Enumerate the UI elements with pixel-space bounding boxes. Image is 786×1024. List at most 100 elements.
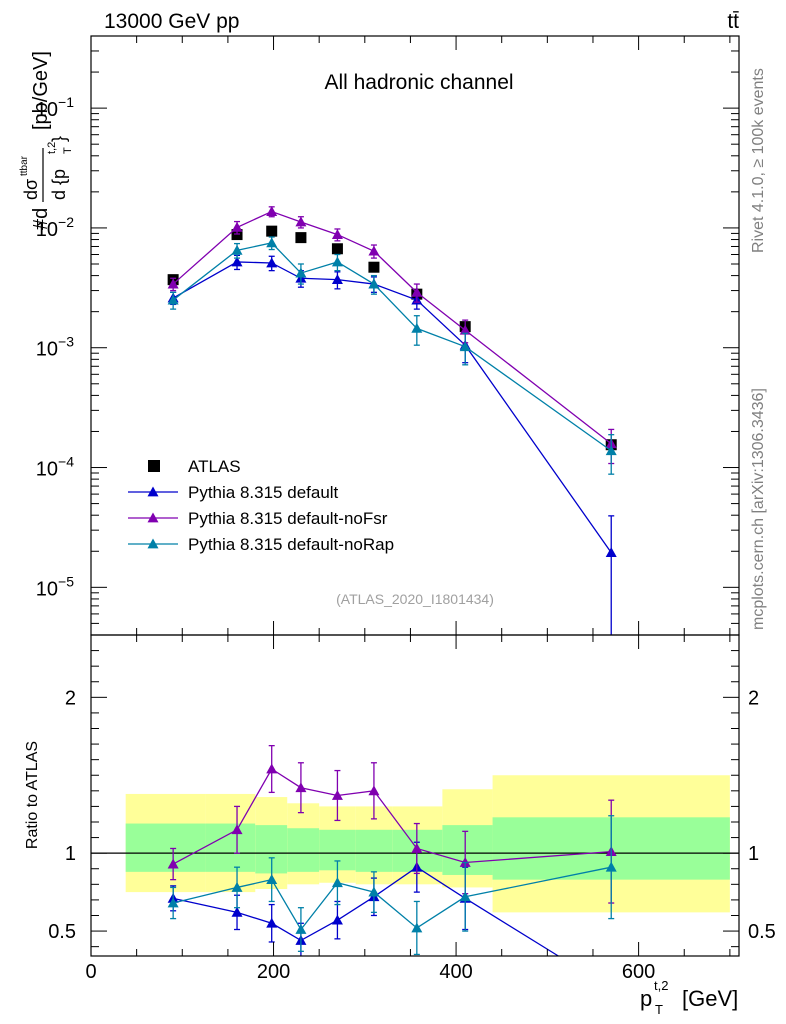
- svg-text:#d: #d: [30, 208, 52, 230]
- series-noRap: [167, 236, 617, 475]
- data-point-noFsr: [231, 221, 243, 232]
- series-data: [167, 225, 617, 451]
- data-point-noRap: [295, 267, 307, 278]
- x-axis-label-main: p: [640, 986, 652, 1011]
- x-tick-label: 0: [85, 961, 96, 983]
- svg-text:ttbar: ttbar: [19, 155, 30, 176]
- series-line-noRap: [172, 242, 612, 452]
- band-inner: [205, 823, 256, 872]
- x-axis-label-sub: T: [655, 1002, 663, 1017]
- svg-text:[pb/GeV]: [pb/GeV]: [30, 51, 52, 130]
- ratio-y-tick-label-right: 0.5: [748, 921, 776, 943]
- legend-marker-square: [148, 460, 160, 472]
- data-point-atlas: [331, 243, 343, 255]
- ratio-point-noFsr: [295, 782, 307, 793]
- ratio-point-noRap: [459, 891, 471, 902]
- data-point-noFsr: [368, 245, 380, 256]
- ratio-y-tick-label: 1: [65, 843, 76, 865]
- data-point-noFsr: [167, 278, 179, 289]
- data-point-default: [231, 256, 243, 267]
- ratio-y-tick-label-right: 2: [748, 687, 759, 709]
- data-point-default: [266, 257, 278, 268]
- data-point-noFsr: [411, 286, 423, 297]
- mcplots-label: mcplots.cern.ch [arXiv:1306.3436]: [750, 388, 767, 630]
- ratio-panel-frame: [90, 634, 740, 957]
- ratio-point-noRap: [411, 922, 423, 933]
- legend-item-data: ATLAS: [148, 457, 241, 476]
- legend-marker-triangle: [147, 486, 159, 497]
- ratio-point-noFsr: [231, 824, 243, 835]
- data-point-atlas: [295, 232, 307, 244]
- legend-label: Pythia 8.315 default-noFsr: [188, 509, 388, 528]
- main-title: All hadronic channel: [324, 71, 513, 94]
- ratio-point-noFsr: [331, 790, 343, 800]
- legend-label: Pythia 8.315 default-noRap: [188, 535, 394, 554]
- x-axis-label-sup: t,2: [654, 978, 668, 993]
- x-axis-label-unit: [GeV]: [682, 986, 738, 1011]
- ratio-y-tick-label: 0.5: [48, 921, 76, 943]
- x-tick-label: 400: [439, 961, 472, 983]
- x-axis-label: p t,2 T [GeV]: [640, 978, 738, 1017]
- svg-text:d {p: d {p: [49, 169, 69, 200]
- series-noFsr: [167, 206, 617, 465]
- ratio-point-noFsr: [266, 763, 278, 774]
- legend-label: Pythia 8.315 default: [188, 483, 339, 502]
- main-y-tick-label: 10−3: [36, 334, 74, 361]
- ratio-point-noRap: [331, 877, 343, 888]
- ratio-uncertainty-bands: [125, 775, 730, 913]
- main-y-tick-label: 10−4: [36, 454, 74, 481]
- ratio-y-tick-label-right: 1: [748, 843, 759, 865]
- data-point-noRap: [459, 341, 471, 352]
- ratio-point-default: [231, 906, 243, 917]
- series-default: [167, 254, 617, 635]
- svg-text:}: }: [49, 136, 69, 142]
- ratio-point-noRap: [368, 886, 380, 897]
- data-point-atlas: [368, 261, 380, 273]
- data-point-noFsr: [459, 324, 471, 335]
- analysis-label: (ATLAS_2020_I1801434): [336, 591, 494, 607]
- svg-text:t,2: t,2: [46, 142, 58, 154]
- ratio-panel: 0.5 0.5 1 1 2 2 0 200 400 600 Ratio to ATLAS p t,…: [24, 634, 776, 1017]
- ratio-point-noRap: [167, 897, 179, 908]
- ratio-point-noFsr: [411, 842, 423, 853]
- ratio-y-axis-label: Ratio to ATLAS: [24, 741, 41, 849]
- data-point-default: [605, 547, 617, 557]
- data-point-noRap: [266, 237, 278, 248]
- main-panel: 10−1 10−2 10−3 10−4 10−5 All hadronic channe…: [19, 35, 740, 636]
- ratio-point-noRap: [231, 881, 243, 892]
- data-point-atlas: [266, 225, 278, 237]
- data-point-noFsr: [295, 216, 307, 227]
- main-series: [167, 206, 617, 635]
- legend-item-noFsr: Pythia 8.315 default-noFsr: [128, 509, 388, 528]
- legend: ATLAS Pythia 8.315 default Pythia 8.315 de…: [128, 457, 394, 554]
- data-point-noRap: [331, 256, 343, 267]
- ratio-point-noFsr: [167, 858, 179, 869]
- x-tick-label: 200: [257, 961, 290, 983]
- ratio-point-default: [266, 917, 278, 928]
- x-tick-label: 600: [622, 961, 655, 983]
- rivet-version-label: Rivet 4.1.0, ≥ 100k events: [750, 68, 767, 253]
- legend-marker-triangle: [147, 538, 159, 549]
- ratio-point-noFsr: [368, 785, 380, 796]
- data-point-noRap: [605, 445, 617, 456]
- main-y-ticks: 10−1 10−2 10−3 10−4 10−5: [36, 35, 739, 636]
- data-point-noRap: [231, 244, 243, 255]
- svg-text:dσ: dσ: [21, 179, 41, 200]
- legend-marker-triangle: [147, 512, 159, 523]
- data-point-noRap: [411, 322, 423, 333]
- energy-label: 13000 GeV pp: [104, 10, 239, 33]
- legend-label: ATLAS: [188, 457, 241, 476]
- ratio-series-noRap: [167, 815, 617, 956]
- band-inner: [355, 829, 393, 872]
- data-point-noRap: [167, 294, 179, 305]
- main-y-tick-label: 10−2: [36, 214, 74, 241]
- legend-item-default: Pythia 8.315 default: [128, 483, 339, 502]
- main-y-tick-label: 10−1: [36, 94, 74, 121]
- band-inner: [287, 828, 320, 872]
- data-point-noFsr: [266, 206, 278, 216]
- data-point-default: [331, 274, 343, 285]
- process-label: tt̄: [727, 10, 739, 33]
- ratio-y-tick-label: 2: [65, 687, 76, 709]
- ratio-ticks: 0.5 0.5 1 1 2 2 0 200 400 600: [48, 634, 776, 983]
